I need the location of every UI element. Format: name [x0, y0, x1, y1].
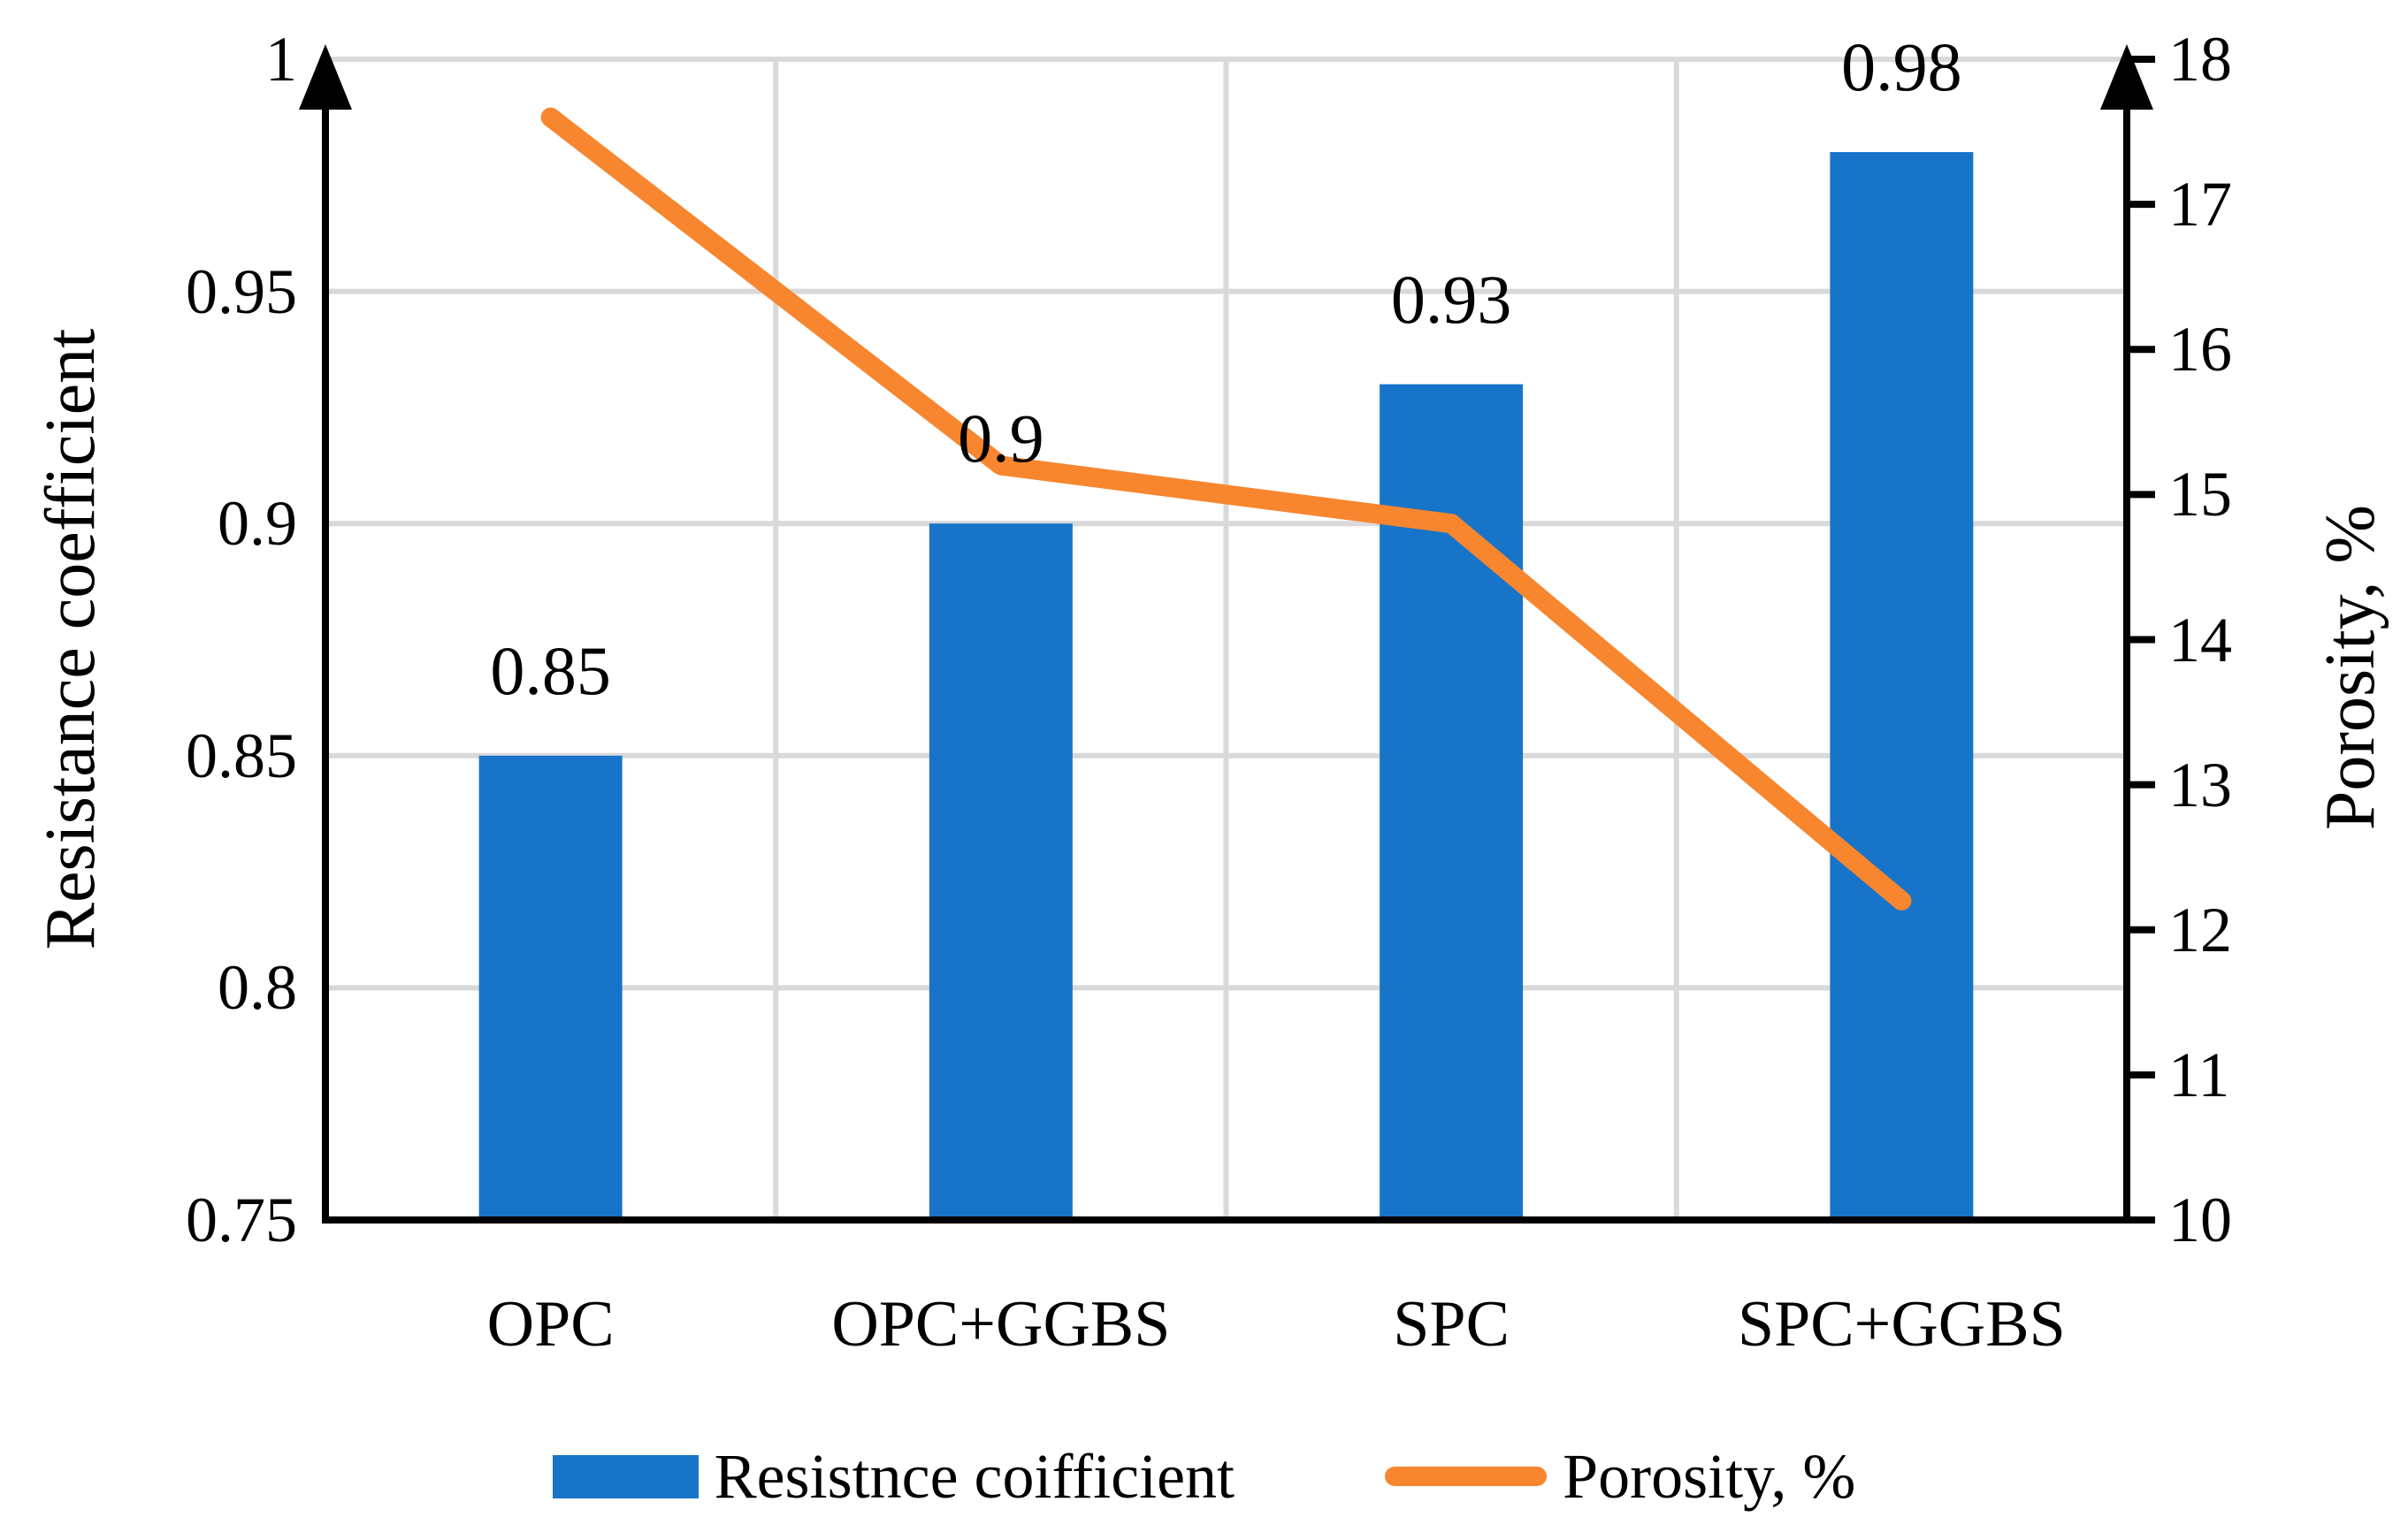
- left-axis-tick-label: 1: [265, 24, 297, 95]
- category-label-SPC: SPC: [1393, 1288, 1510, 1361]
- bar-value-label: 0.9: [958, 400, 1044, 477]
- legend-label: Porosity, %: [1563, 1441, 1856, 1512]
- left-axis-tick-label: 0.75: [186, 1185, 297, 1255]
- right-axis-tick-label: 15: [2168, 459, 2232, 530]
- left-axis-tick-label: 0.85: [186, 720, 297, 791]
- bar-value-label: 0.98: [1841, 28, 1962, 106]
- left-axis-tick-label: 0.95: [186, 255, 297, 327]
- category-label-SPC+GGBS: SPC+GGBS: [1737, 1288, 2066, 1361]
- right-axis-tick-label: 14: [2168, 604, 2232, 675]
- right-axis-arrowhead: [2100, 44, 2153, 110]
- legend-item: Porosity, %: [1385, 1434, 1855, 1519]
- legend-line-swatch: [1385, 1467, 1548, 1486]
- left-axis-arrowhead: [299, 44, 352, 110]
- right-axis-tick-label: 16: [2168, 314, 2232, 385]
- bar-OPC: [478, 755, 623, 1220]
- right-axis-tick-label: 10: [2168, 1185, 2232, 1255]
- left-axis-tick-label: 0.9: [218, 488, 297, 560]
- category-label-OPC+GGBS: OPC+GGBS: [831, 1288, 1171, 1361]
- legend-label: Resistnce coifficient: [714, 1441, 1235, 1512]
- bar-value-label: 0.85: [490, 631, 611, 709]
- right-axis-tick-label: 17: [2168, 169, 2232, 240]
- left-axis-title: Resistance coefficient: [32, 328, 110, 950]
- right-axis-tick-label: 12: [2168, 894, 2232, 965]
- category-label-OPC: OPC: [486, 1288, 615, 1361]
- right-axis-tick-label: 18: [2168, 24, 2232, 95]
- right-axis-tick-label: 11: [2168, 1039, 2230, 1110]
- left-axis-tick-label: 0.8: [218, 952, 297, 1024]
- right-axis-title: Porosity, %: [2312, 504, 2389, 831]
- legend: Resistnce coifficient Porosity, %: [0, 1434, 2408, 1519]
- bar-value-label: 0.93: [1390, 260, 1512, 338]
- legend-bar-swatch: [552, 1454, 699, 1498]
- bar-SPC+GGBS: [1830, 152, 1974, 1220]
- bar-OPC+GGBS: [929, 523, 1073, 1220]
- porosity-line: [540, 107, 1912, 911]
- right-axis-tick-label: 13: [2168, 749, 2232, 820]
- legend-item: Resistnce coifficient: [552, 1434, 1235, 1519]
